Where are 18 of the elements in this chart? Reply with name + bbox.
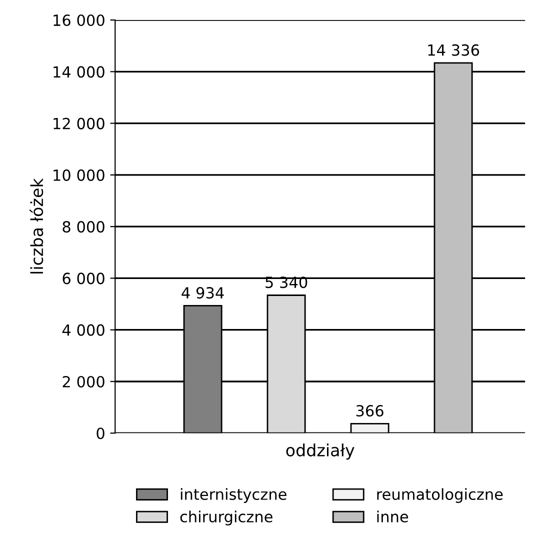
legend-label: internistyczne <box>180 488 286 503</box>
y-tick-label: 16 000 <box>54 14 104 26</box>
data-label: 14 336 <box>428 44 480 56</box>
y-tick-label: 0 <box>96 428 104 440</box>
legend-label: inne <box>377 510 408 522</box>
legend-label: chirurgiczne <box>180 510 272 526</box>
legend-label: reumatologiczne <box>377 488 503 503</box>
y-tick-label: 14 000 <box>54 66 104 78</box>
y-tick-label: 8 000 <box>62 221 104 233</box>
y-axis-title: liczba łóżek <box>30 178 44 274</box>
y-tick-label: 6 000 <box>62 272 104 284</box>
y-tick-label: 2 000 <box>62 376 104 388</box>
x-axis-title: oddziały <box>286 444 354 460</box>
y-tick-label: 12 000 <box>54 118 104 130</box>
data-label: 4 934 <box>182 287 224 299</box>
y-tick-label: 4 000 <box>62 324 104 336</box>
y-tick-label: 10 000 <box>54 169 104 181</box>
data-label: 366 <box>356 404 384 417</box>
